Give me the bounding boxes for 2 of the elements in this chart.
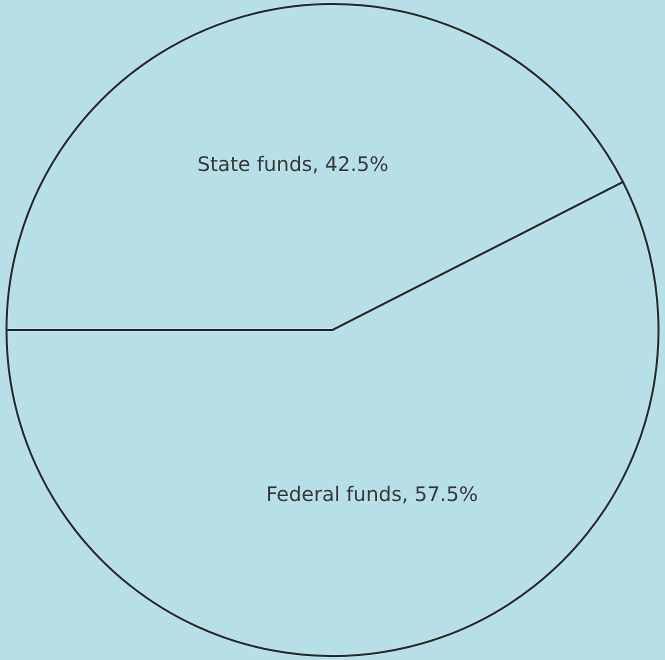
slice-label: Federal funds, 57.5% <box>266 482 478 506</box>
slice-label: State funds, 42.5% <box>197 152 388 176</box>
